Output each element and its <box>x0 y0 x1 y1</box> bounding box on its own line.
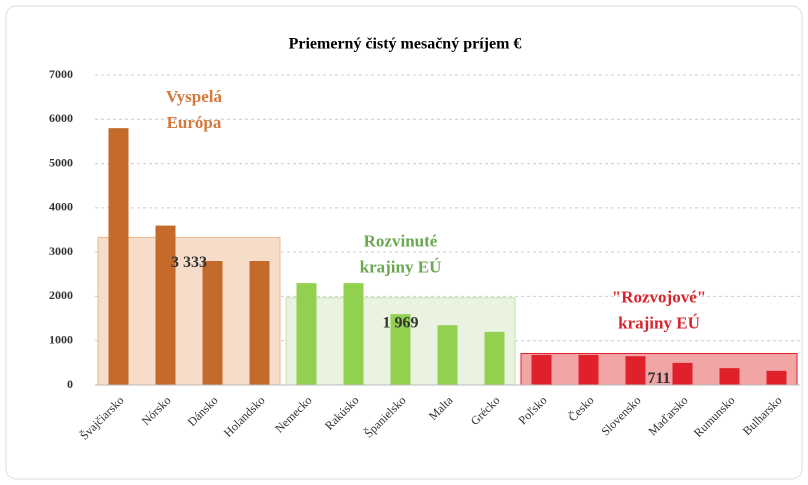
bar <box>390 314 411 385</box>
y-tick-label: 6000 <box>49 111 73 125</box>
bar <box>578 354 599 385</box>
y-tick-label: 4000 <box>49 200 73 214</box>
y-tick-label: 7000 <box>49 67 73 81</box>
bar <box>531 354 552 385</box>
chart-title: Priemerný čistý mesačný príjem € <box>289 36 522 53</box>
group-label: Európa <box>167 113 222 132</box>
group-label: Vyspelá <box>166 87 223 106</box>
bar <box>719 368 740 385</box>
y-tick-label: 3000 <box>49 244 73 258</box>
group-label: krajiny EÚ <box>618 313 700 332</box>
bar <box>484 331 505 385</box>
bar <box>249 261 270 385</box>
group-average-label: 3 333 <box>171 254 207 271</box>
y-tick-label: 1000 <box>49 332 73 346</box>
group-label: krajiny EÚ <box>360 258 442 277</box>
y-tick-label: 5000 <box>49 155 73 169</box>
bar <box>202 261 223 385</box>
group-average-label: 1 969 <box>383 314 419 331</box>
group-average-band <box>520 353 798 386</box>
bar <box>155 225 176 385</box>
bar <box>343 283 364 385</box>
bar <box>108 128 129 385</box>
y-tick-label: 0 <box>67 377 73 391</box>
group-label: "Rozvojové" <box>612 287 706 306</box>
bar <box>625 356 646 385</box>
group-average-label: 711 <box>647 370 670 387</box>
bar <box>437 325 458 385</box>
y-tick-label: 2000 <box>49 288 73 302</box>
bar <box>296 283 317 385</box>
group-label: Rozvinuté <box>364 232 438 251</box>
bar <box>766 370 787 385</box>
bar <box>672 362 693 385</box>
